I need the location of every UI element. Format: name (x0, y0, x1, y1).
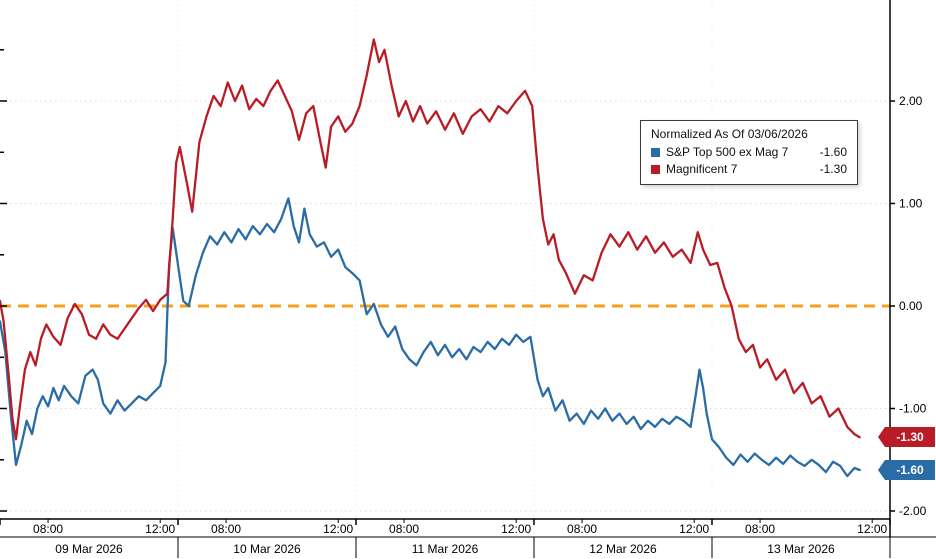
svg-text:13 Mar 2026: 13 Mar 2026 (767, 542, 835, 556)
svg-text:-1.00: -1.00 (899, 402, 927, 416)
series-last-value-sp500-ex-mag7: -1.60 (819, 145, 847, 159)
flag-pointer-icon (878, 460, 885, 480)
last-price-flag-sp500-ex-mag7: -1.60 (878, 460, 935, 480)
flag-pointer-icon (878, 427, 885, 448)
svg-text:08:00: 08:00 (211, 522, 241, 536)
series-name-magnificent7: Magnificent 7 (666, 162, 738, 176)
svg-text:-2.00: -2.00 (899, 504, 927, 518)
svg-text:12:00: 12:00 (679, 522, 709, 536)
svg-text:12:00: 12:00 (857, 522, 887, 536)
series-name-sp500-ex-mag7: S&P Top 500 ex Mag 7 (666, 145, 789, 159)
series-last-value-magnificent7: -1.30 (819, 162, 847, 176)
legend-title: Normalized As Of 03/06/2026 (651, 127, 808, 141)
svg-text:12 Mar 2026: 12 Mar 2026 (589, 542, 657, 556)
svg-text:08:00: 08:00 (745, 522, 775, 536)
svg-text:11 Mar 2026: 11 Mar 2026 (412, 542, 479, 556)
svg-text:10 Mar 2026: 10 Mar 2026 (233, 542, 301, 556)
series-color-swatch-red (651, 165, 660, 174)
svg-text:08:00: 08:00 (567, 522, 597, 536)
svg-text:08:00: 08:00 (33, 522, 63, 536)
series-color-swatch-blue (651, 148, 660, 157)
legend-row-sp500-ex-mag7: S&P Top 500 ex Mag 7 -1.60 (651, 144, 847, 161)
legend-row-magnificent7: Magnificent 7 -1.30 (651, 161, 847, 178)
last-price-flag-magnificent7: -1.30 (878, 427, 935, 448)
flag-value-magnificent7: -1.30 (896, 430, 924, 445)
svg-text:12:00: 12:00 (145, 522, 175, 536)
svg-text:2.00: 2.00 (899, 94, 923, 108)
svg-text:0.00: 0.00 (899, 299, 923, 313)
flag-value-sp500-ex-mag7: -1.60 (896, 463, 924, 477)
svg-text:12:00: 12:00 (323, 522, 353, 536)
svg-text:12:00: 12:00 (501, 522, 531, 536)
legend: Normalized As Of 03/06/2026 S&P Top 500 … (640, 120, 858, 185)
svg-text:08:00: 08:00 (389, 522, 419, 536)
svg-text:1.00: 1.00 (899, 197, 923, 211)
svg-text:09 Mar 2026: 09 Mar 2026 (55, 542, 123, 556)
